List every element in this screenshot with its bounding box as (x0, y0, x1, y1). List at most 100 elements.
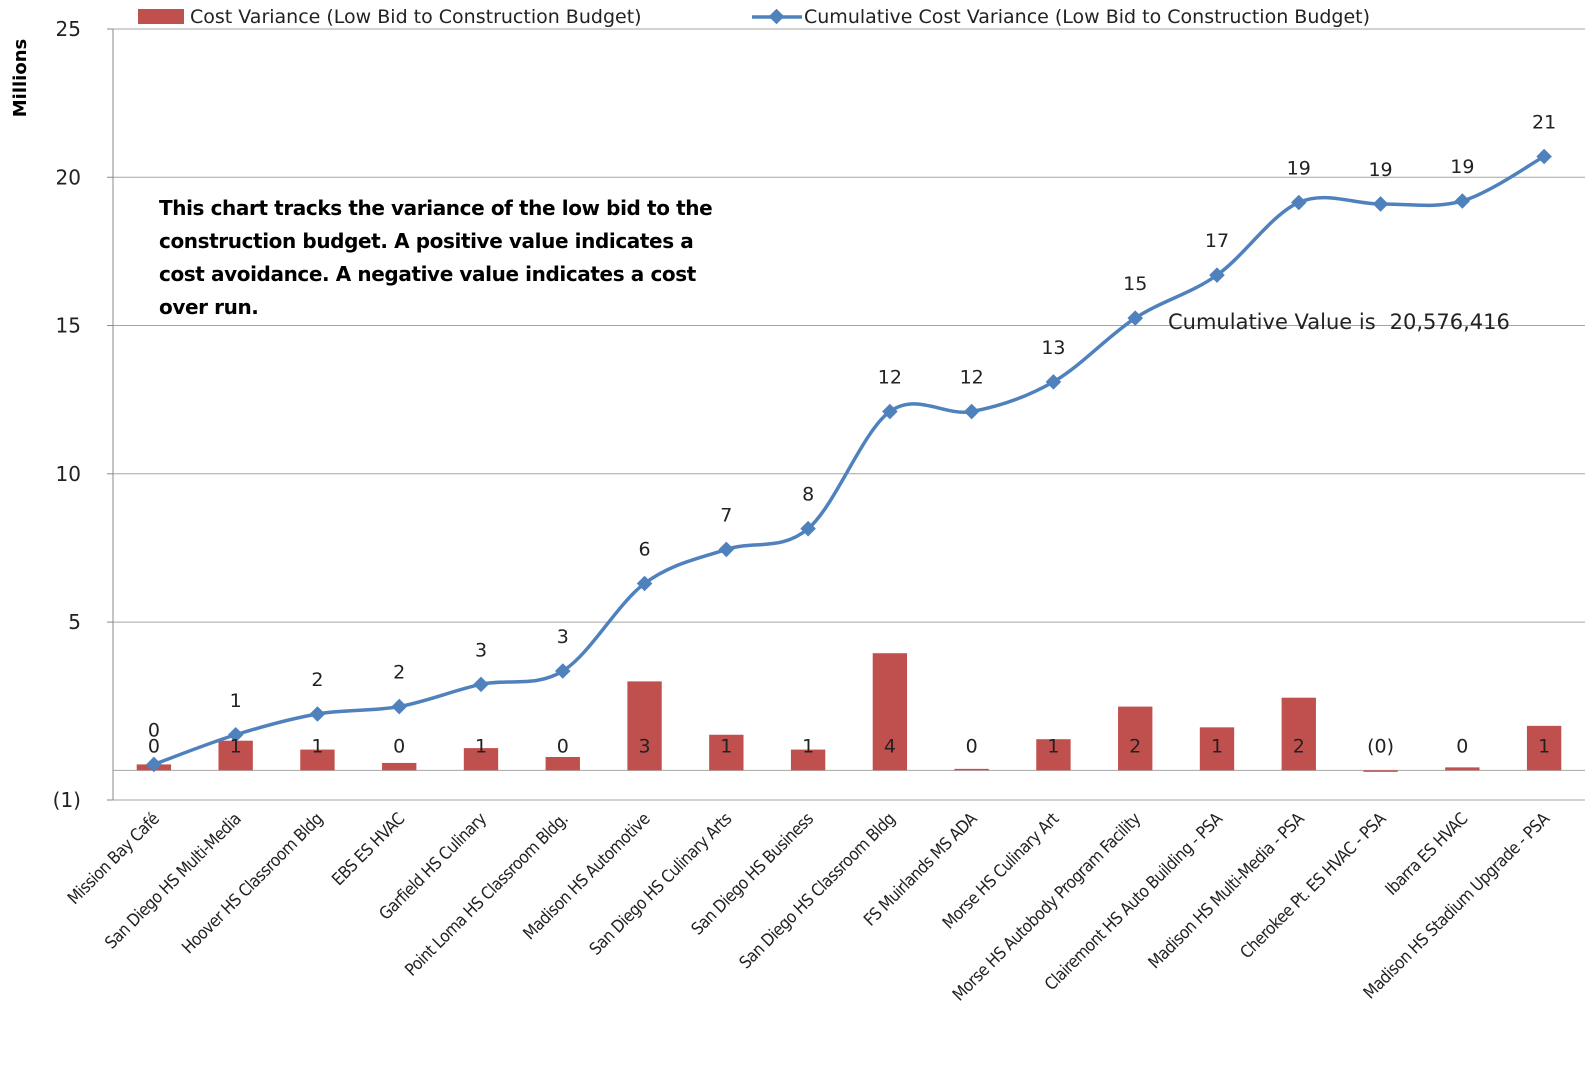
line-marker (963, 403, 980, 420)
line-data-label: 17 (1205, 230, 1229, 252)
chart-note: This chart tracks the variance of the lo… (159, 196, 713, 319)
bar-data-label: 2 (1129, 735, 1141, 757)
line-marker (636, 575, 653, 592)
category-label: EBS ES HVAC (328, 809, 408, 889)
y-tick-label: 10 (56, 462, 81, 486)
line-marker (309, 706, 326, 722)
line-data-label: 19 (1450, 156, 1474, 178)
bar (1363, 770, 1398, 772)
line-marker (227, 726, 244, 743)
bar-data-label: 1 (475, 735, 487, 757)
bar (382, 762, 417, 771)
line-data-label: 2 (311, 669, 323, 691)
bar-data-label: 0 (966, 735, 978, 757)
legend-swatch-bar (138, 9, 184, 24)
bar (627, 681, 662, 771)
bar (545, 757, 580, 771)
category-label: Clairemont HS Auto Building - PSA (1041, 809, 1227, 995)
y-tick-label: 15 (56, 314, 81, 338)
line-data-label: 19 (1287, 157, 1311, 179)
line-marker (473, 676, 489, 693)
line-marker (146, 756, 162, 773)
y-axis-label: Millions (10, 39, 31, 118)
category-label: San Diego HS Classroom Bldg (736, 809, 900, 973)
cumulative-value-callout: Cumulative Value is 20,576,416 (1168, 310, 1510, 334)
category-label: Ibarra ES HVAC (1382, 809, 1472, 899)
line-data-label: 12 (960, 367, 984, 389)
cumulative-label: Cumulative Value is (1168, 310, 1376, 334)
bar (1281, 697, 1316, 771)
bar-data-label: 0 (148, 735, 160, 757)
y-axis-ticks: (1) 5 10 15 20 25 (53, 17, 81, 812)
line-data-label: 15 (1123, 273, 1147, 295)
bar (1526, 725, 1562, 771)
bar (954, 768, 989, 771)
bar-data-label: 1 (1211, 735, 1223, 757)
line-marker (1045, 374, 1062, 390)
cumulative-value: 20,576,416 (1389, 310, 1510, 334)
gridlines (107, 28, 1585, 801)
bar-data-label: (0) (1367, 735, 1394, 757)
line-marker (1209, 267, 1225, 283)
line-data-label: 13 (1041, 337, 1065, 359)
line-marker (1290, 194, 1307, 211)
bar (1445, 767, 1480, 771)
y-tick-label: 25 (56, 17, 81, 41)
legend-swatch-marker (768, 8, 785, 25)
bar-data-label: 0 (557, 735, 569, 757)
line-marker (1536, 148, 1552, 165)
bar-data-label: 2 (1293, 735, 1305, 757)
line-marker (391, 698, 408, 715)
bar-data-label: 4 (884, 735, 896, 757)
bar-data-label: 1 (1538, 735, 1550, 757)
line-data-label: 0 (148, 719, 160, 741)
bar-data-label: 0 (393, 735, 405, 757)
line-data-label: 1 (230, 690, 242, 712)
bar (872, 653, 908, 771)
y-tick-label: (1) (53, 788, 81, 812)
bar (1118, 706, 1153, 771)
line-data-label: 12 (878, 367, 902, 389)
legend-label-line: Cumulative Cost Variance (Low Bid to Con… (804, 6, 1370, 28)
bar (218, 740, 253, 771)
line-marker (554, 663, 571, 679)
line-marker (1127, 310, 1144, 326)
line-data-label: 6 (639, 539, 651, 561)
bar (300, 749, 335, 771)
bar (463, 748, 499, 771)
bar-data-label: 3 (639, 735, 651, 757)
line-data-label: 8 (802, 484, 814, 506)
line-data-label: 2 (393, 662, 405, 684)
line-marker (1372, 196, 1389, 212)
bar-series (136, 653, 1562, 772)
category-label: Point Loma HS Classroom Bldg. (401, 809, 572, 980)
category-label: Madison HS Multi-Media - PSA (1145, 809, 1309, 973)
category-label: San Diego HS Culinary Arts (586, 809, 737, 960)
line-data-label: 3 (475, 639, 487, 661)
line-data-label: 7 (720, 504, 732, 526)
bar-data-label: 1 (1047, 735, 1059, 757)
legend-label-bar: Cost Variance (Low Bid to Construction B… (190, 6, 642, 28)
legend: Cost Variance (Low Bid to Construction B… (138, 6, 1370, 28)
bar (1199, 727, 1235, 771)
line-data-label: 3 (557, 626, 569, 648)
category-label: Cherokee Pt. ES HVAC - PSA (1236, 809, 1390, 963)
bar (1036, 739, 1071, 771)
line-data-label: 19 (1368, 159, 1392, 181)
bar-data-label: 1 (720, 735, 732, 757)
line-marker (1454, 193, 1471, 209)
y-tick-label: 5 (68, 610, 81, 634)
bar-data-label: 1 (230, 735, 242, 757)
bar-data-label: 1 (802, 735, 814, 757)
line-marker (718, 541, 735, 558)
bar (709, 734, 744, 771)
line-marker (800, 520, 816, 537)
category-label: Hoover HS Classroom Bldg (178, 809, 327, 958)
line-data-label: 21 (1532, 112, 1556, 134)
y-tick-label: 20 (56, 165, 81, 189)
bar-data-label: 1 (311, 735, 323, 757)
bar-data-label: 0 (1456, 735, 1468, 757)
